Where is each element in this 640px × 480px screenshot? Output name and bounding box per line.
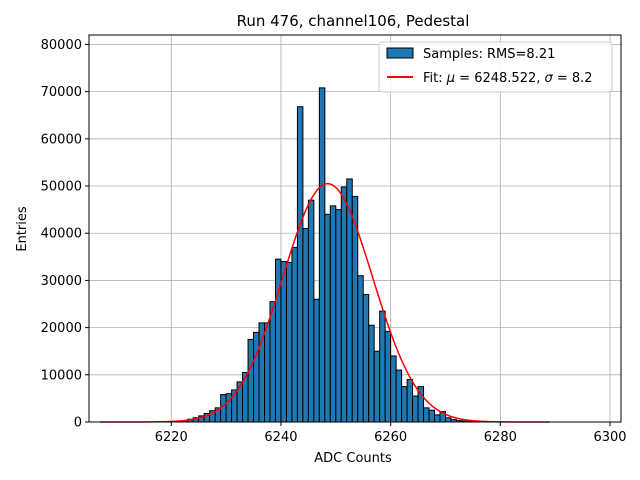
- histogram-bar: [401, 386, 408, 423]
- fit-mu-symbol: μ: [446, 71, 455, 86]
- chart-title: Run 476, channel106, Pedestal: [237, 12, 470, 30]
- histogram-bar: [291, 246, 298, 423]
- histogram-bar: [269, 301, 276, 423]
- legend-box: [378, 41, 613, 93]
- histogram-bar: [395, 369, 403, 423]
- histogram-bar: [373, 350, 381, 423]
- histogram-bar: [428, 409, 436, 423]
- y-tick-label: 30000: [41, 274, 82, 289]
- histogram-bar: [285, 261, 293, 423]
- y-tick-label: 60000: [41, 132, 82, 147]
- y-tick-label: 10000: [41, 368, 82, 383]
- plot-frame: [88, 34, 622, 423]
- fit-label-prefix: Fit:: [423, 71, 447, 86]
- histogram-bar: [444, 417, 452, 423]
- x-tick-label: 6300: [593, 430, 626, 445]
- histogram-bar: [423, 407, 430, 423]
- histogram-bar: [280, 261, 287, 423]
- x-axis-ticks: 6220 6240 6260 6280 6300: [155, 422, 627, 445]
- y-tick-label: 70000: [41, 85, 82, 100]
- fit-sigma-value: = 8.2: [553, 71, 593, 86]
- fit-curve: [99, 182, 550, 423]
- histogram-bar: [313, 298, 320, 423]
- y-axis-label: Entries: [15, 206, 30, 252]
- histogram-bar: [258, 322, 266, 423]
- histogram-bars: [176, 87, 496, 423]
- histogram-bar: [390, 355, 397, 423]
- x-tick-label: 6240: [264, 430, 297, 445]
- histogram-bar: [302, 228, 309, 423]
- y-tick-label: 80000: [41, 38, 82, 53]
- histogram-bar: [379, 310, 386, 423]
- histogram-bar: [324, 213, 331, 423]
- histogram-bar: [384, 330, 392, 423]
- legend-swatch-samples: [386, 47, 414, 59]
- y-tick-label: 40000: [41, 227, 82, 242]
- legend: Samples: RMS=8.21 Fit: μ = 6248.522, σ =…: [378, 41, 613, 93]
- histogram-bar: [318, 87, 326, 423]
- fit-sigma-symbol: σ: [545, 71, 554, 86]
- y-tick-label: 20000: [41, 321, 82, 336]
- histogram-bar: [362, 294, 370, 423]
- x-tick-label: 6280: [484, 430, 517, 445]
- histogram-bar: [253, 331, 260, 423]
- histogram-bar: [434, 414, 441, 423]
- histogram-bar: [357, 275, 364, 423]
- histogram-bar: [340, 186, 348, 423]
- x-tick-label: 6220: [155, 430, 188, 445]
- histogram-bar: [412, 395, 419, 423]
- legend-label-fit: Fit: μ = 6248.522, σ = 8.2: [423, 71, 593, 86]
- histogram-bar: [307, 199, 315, 423]
- histogram-bar: [368, 324, 375, 423]
- y-axis-ticks: 0 10000 20000 30000 40000 50000 60000 70000 8000…: [41, 38, 89, 431]
- y-tick-label: 50000: [41, 180, 82, 195]
- histogram-bar: [247, 338, 255, 423]
- y-tick-label: 0: [74, 416, 82, 431]
- x-tick-label: 6260: [374, 430, 407, 445]
- x-axis-label: ADC Counts: [314, 451, 392, 466]
- histogram-bar: [296, 106, 304, 423]
- histogram-bar: [335, 209, 342, 423]
- histogram-bar: [220, 394, 227, 423]
- histogram-bar: [264, 322, 271, 423]
- legend-label-samples: Samples: RMS=8.21: [423, 47, 555, 62]
- fit-mu-value: = 6248.522,: [455, 71, 544, 86]
- histogram-bar: [406, 379, 414, 423]
- histogram-bar: [329, 205, 337, 423]
